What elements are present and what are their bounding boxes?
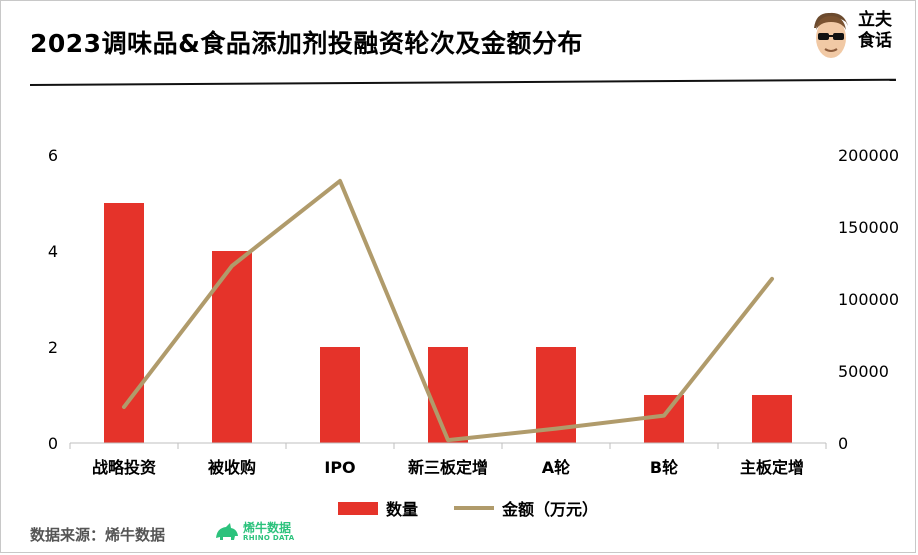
author-logo-text: 立夫 食话 (858, 10, 892, 51)
rhino-icon (216, 523, 238, 540)
brand-logo: 烯牛数据 RHINO DATA (214, 522, 294, 542)
y-left-tick-label: 4 (48, 242, 58, 261)
legend-label-count: 数量 (386, 500, 419, 519)
chart-title: 2023调味品&食品添加剂投融资轮次及金额分布 (30, 29, 583, 58)
category-label: 新三板定增 (408, 458, 488, 477)
legend-swatch-bar (338, 501, 378, 515)
y-right-tick-label: 100000 (838, 290, 899, 309)
chart-legend: 数量 金额（万元） (338, 496, 634, 520)
bar-1 (104, 203, 144, 443)
y-left-tick-label: 0 (48, 434, 58, 453)
brand-name: 烯牛数据 (243, 521, 292, 535)
category-label: 主板定增 (740, 458, 804, 477)
y-right-tick-label: 0 (838, 434, 848, 453)
y-right-tick-label: 150000 (838, 218, 899, 237)
legend-item-amount: 金额（万元） (454, 496, 598, 520)
legend-label-amount: 金额（万元） (502, 500, 599, 519)
legend-item-count: 数量 (338, 496, 418, 520)
bar-4 (428, 347, 468, 443)
legend-swatch-line (454, 506, 495, 510)
category-label: 战略投资 (92, 458, 156, 477)
category-label: A轮 (542, 458, 570, 477)
category-label: B轮 (650, 458, 678, 477)
y-left-tick-label: 2 (48, 338, 58, 357)
y-right-tick-label: 50000 (838, 362, 889, 381)
data-source-label: 数据来源：烯牛数据 (30, 526, 166, 544)
y-left-tick-label: 6 (48, 146, 58, 165)
brand-sub: RHINO DATA (243, 534, 295, 542)
y-right-tick-label: 200000 (838, 146, 899, 165)
category-label: 被收购 (208, 458, 256, 477)
author-avatar-logo (814, 12, 848, 58)
bar-7 (752, 395, 792, 443)
bar-2 (212, 251, 252, 443)
bar-3 (320, 347, 360, 443)
category-label: IPO (324, 458, 355, 477)
